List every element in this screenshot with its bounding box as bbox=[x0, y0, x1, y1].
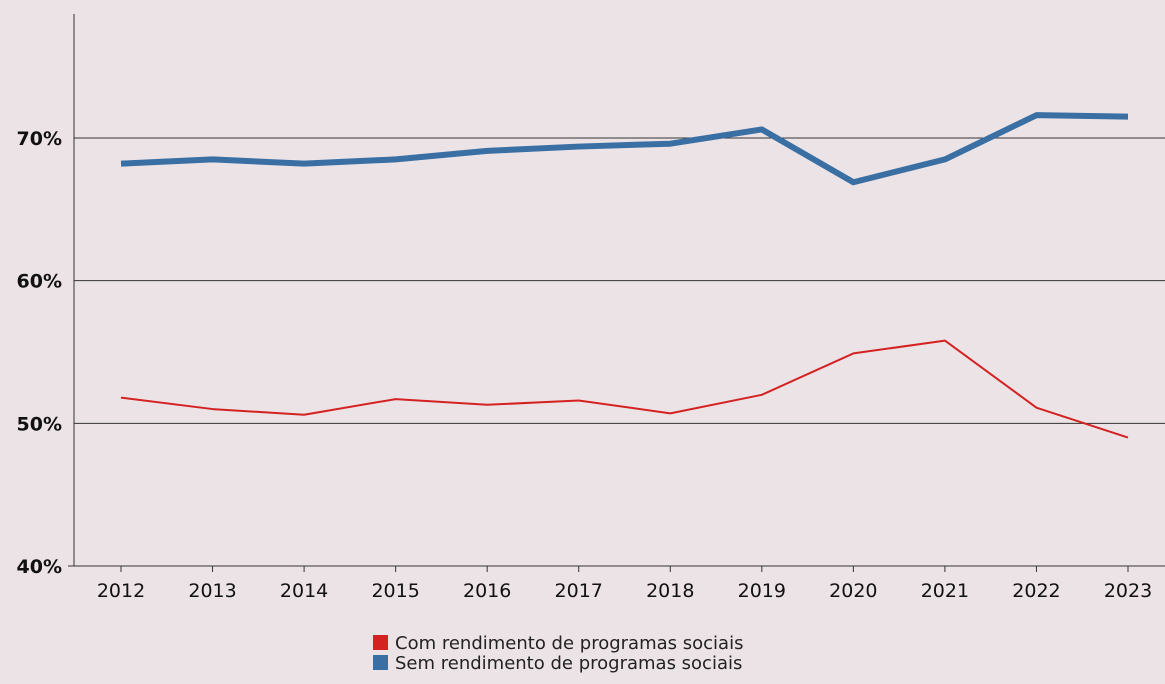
x-tick-label: 2023 bbox=[1104, 580, 1152, 602]
x-tick-label: 2019 bbox=[738, 580, 786, 602]
series-line-com-rendimento bbox=[120, 339, 1129, 439]
x-tick-label: 2018 bbox=[646, 580, 694, 602]
x-tick-label: 2016 bbox=[463, 580, 511, 602]
x-axis-ticks: 2012 2013 2014 2015 2016 2017 2018 2019 2020 2021… bbox=[97, 566, 1152, 602]
gridlines bbox=[74, 137, 1165, 424]
series-line-sem-rendimento bbox=[120, 112, 1129, 186]
x-tick-label: 2022 bbox=[1012, 580, 1060, 602]
y-tick-label: 50% bbox=[17, 413, 62, 435]
x-tick-label: 2013 bbox=[188, 580, 236, 602]
x-tick-label: 2020 bbox=[829, 580, 877, 602]
x-tick-label: 2015 bbox=[371, 580, 419, 602]
y-axis-ticks: 40% 50% 60% 70% bbox=[17, 128, 62, 578]
x-tick-label: 2012 bbox=[97, 580, 145, 602]
x-tick-label: 2021 bbox=[921, 580, 969, 602]
legend-label: Sem rendimento de programas sociais bbox=[395, 653, 742, 674]
legend-label: Com rendimento de programas sociais bbox=[395, 633, 743, 654]
legend-swatch bbox=[373, 655, 388, 670]
series-lines bbox=[120, 112, 1129, 439]
y-tick-label: 40% bbox=[17, 556, 62, 578]
y-tick-label: 70% bbox=[17, 128, 62, 150]
x-tick-label: 2014 bbox=[280, 580, 328, 602]
axes bbox=[68, 14, 1165, 567]
x-tick-label: 2017 bbox=[555, 580, 603, 602]
legend-swatch bbox=[373, 635, 388, 650]
y-tick-label: 60% bbox=[17, 271, 62, 293]
